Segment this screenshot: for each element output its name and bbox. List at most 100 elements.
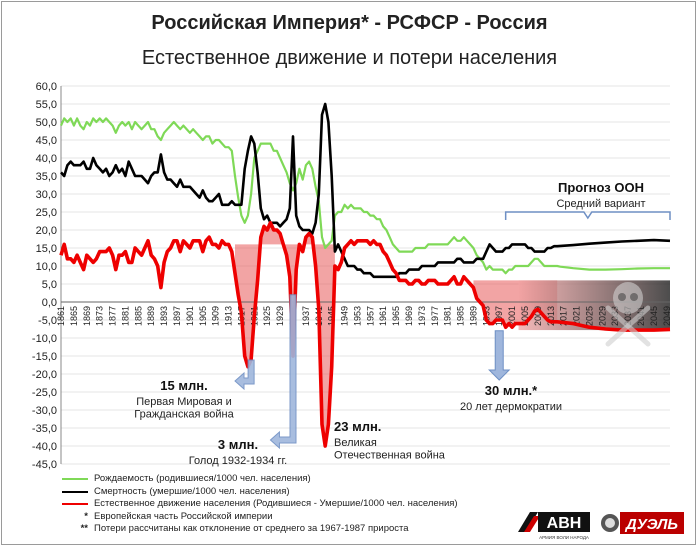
loss-areas [235, 222, 670, 446]
y-tick-label: -20,0 [32, 369, 57, 381]
series-lines [59, 102, 671, 448]
y-grid [61, 85, 670, 465]
y-tick-label: 50,0 [36, 117, 57, 129]
x-tick-label: 1969 [404, 306, 414, 326]
legend-note-2-text: Потери рассчитаны как отклонение от сред… [94, 523, 409, 534]
x-tick-label: 2037 [623, 306, 633, 326]
x-tick-label: 1929 [275, 306, 285, 326]
x-tick-label: 1905 [198, 306, 208, 326]
x-tick-label: 1869 [82, 306, 92, 326]
annotation-forecast-text: Средний вариант [556, 198, 645, 210]
legend-note-1: * Европейская часть Российской империи [62, 511, 458, 524]
x-tick-label: 1965 [391, 306, 401, 326]
y-tick-label: -10,0 [32, 333, 57, 345]
annotation-ww1-text: Первая Мировая и [136, 396, 232, 408]
annotation-ww2-value: 23 млн. [334, 419, 381, 434]
annotation-forecast-value: Прогноз ООН [558, 180, 644, 195]
y-tick-label: -40,0 [32, 441, 57, 453]
series-line-deaths [60, 102, 671, 279]
annotation-ww2-text: Отечественная война [334, 450, 446, 462]
y-tick-label: 55,0 [36, 99, 57, 111]
legend-label-natural: Естественное движение населения (Родивши… [94, 498, 458, 509]
x-tick-label: 2029 [597, 306, 607, 326]
x-tick-label: 1913 [224, 306, 234, 326]
x-tick-label: 1861 [56, 306, 66, 326]
x-tick-label: 1889 [146, 306, 156, 326]
chart-subtitle: Естественное движение и потери населения [141, 47, 558, 69]
series-line-births [59, 117, 670, 275]
y-tick-label: 0,0 [42, 297, 57, 309]
legend-note-2-mark: ** [80, 523, 88, 534]
legend-swatch-deaths [62, 490, 88, 493]
legend-swatch-natural [62, 503, 88, 506]
y-tick-label: -35,0 [32, 423, 57, 435]
x-tick-label: 1893 [159, 306, 169, 326]
x-tick-label: 2025 [584, 306, 594, 326]
x-tick-label: 1925 [262, 306, 272, 326]
duel-logo-text: ДУЭЛЬ [624, 516, 679, 533]
arrow-famine [269, 294, 297, 450]
x-tick-label: 1989 [468, 306, 478, 326]
y-tick-label: 30,0 [36, 189, 57, 201]
legend-label-births: Рождаемость (родившиеся/1000 чел. населе… [94, 473, 311, 484]
y-tick-label: 40,0 [36, 153, 57, 165]
skull-icon [605, 282, 651, 347]
skull-eye [618, 293, 626, 301]
chart-title: Российская Империя* - РСФСР - Россия [151, 12, 548, 34]
annotation-ww2-text: Великая [334, 437, 377, 449]
y-tick-label: -5,0 [38, 315, 57, 327]
x-tick-label: 1957 [365, 306, 375, 326]
x-tick-label: 2021 [572, 306, 582, 326]
x-tick-label: 1865 [69, 306, 79, 326]
x-tick-label: 2009 [533, 306, 543, 326]
x-tick-label: 1909 [211, 306, 221, 326]
axes: 60,0 55,0 50,0 45,0 40,0 35,0 30,0 25,0 20,0 15,0… [32, 81, 672, 471]
x-tick-label: 1977 [430, 306, 440, 326]
legend-note-1-text: Европейская часть Российской империи [94, 510, 273, 522]
y-tick-label: 10,0 [36, 261, 57, 273]
skull-eye [630, 293, 638, 301]
x-tick-label: 1881 [120, 306, 130, 326]
annotation-ww1-value: 15 млн. [160, 378, 207, 393]
arrow-loss-1990s [488, 330, 511, 381]
legend-label-deaths: Смертность (умершие/1000 чел. населения) [94, 485, 290, 497]
legend-swatch-births [62, 478, 88, 481]
y-tick-label: 25,0 [36, 207, 57, 219]
x-tick-label: 1949 [340, 306, 350, 326]
y-tick-label: 15,0 [36, 243, 57, 255]
x-tick-label: 1981 [443, 306, 453, 326]
x-tick-label: 2017 [559, 306, 569, 326]
crossbone [605, 305, 651, 347]
x-tick-label: 2001 [507, 306, 517, 326]
x-tick-label: 1877 [108, 306, 118, 326]
series-line-natural [59, 221, 671, 448]
avn-logo-text: АВН [547, 515, 582, 532]
duel-logo: ДУЭЛЬ [600, 511, 686, 535]
x-tick-label: 1973 [417, 306, 427, 326]
x-tick-label: 1885 [133, 306, 143, 326]
annotation-famine-text: Голод 1932-1934 гг. [189, 455, 287, 467]
forecast-bracket [504, 211, 671, 220]
x-tick-label: 2049 [662, 306, 672, 326]
legend-note-2: ** Потери рассчитаны как отклонение от ср… [62, 523, 458, 536]
legend-note-1-mark: * [84, 510, 88, 522]
legend-item-births: Рождаемость (родившиеся/1000 чел. населе… [62, 473, 458, 486]
y-tick-label: 20,0 [36, 225, 57, 237]
legend-item-natural: Естественное движение населения (Родивши… [62, 498, 458, 511]
x-tick-label: 2005 [520, 306, 530, 326]
x-tick-label: 2013 [546, 306, 556, 326]
y-tick-label: 35,0 [36, 171, 57, 183]
x-tick-label: 2045 [649, 306, 659, 326]
x-tick-label: 1985 [456, 306, 466, 326]
arrows [234, 211, 671, 450]
x-tick-label: 1897 [172, 306, 182, 326]
annotation-ww1-text: Гражданская война [134, 409, 234, 421]
annotation-1990s-value: 30 млн.* [485, 383, 538, 398]
y-tick-label: -30,0 [32, 405, 57, 417]
y-tick-label: 60,0 [36, 81, 57, 93]
y-tick-label: -15,0 [32, 351, 57, 363]
skull-head [613, 282, 643, 314]
x-tick-label: 1937 [301, 306, 311, 326]
x-tick-label: 1901 [185, 306, 195, 326]
